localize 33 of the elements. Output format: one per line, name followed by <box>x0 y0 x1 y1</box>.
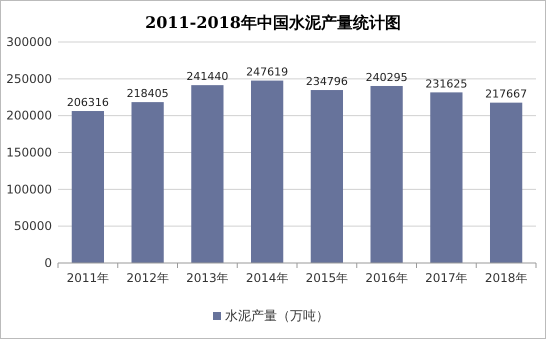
x-tick-label: 2012年 <box>126 271 169 285</box>
bar <box>430 92 463 263</box>
bar <box>490 102 522 263</box>
chart-title: 2011-2018年中国水泥产量统计图 <box>145 13 401 32</box>
data-label: 206316 <box>66 96 109 110</box>
y-tick-label: 300000 <box>6 35 52 49</box>
x-tick-label: 2016年 <box>365 271 408 285</box>
y-tick-label: 150000 <box>6 146 52 160</box>
data-label: 240295 <box>366 70 408 84</box>
y-tick-label: 100000 <box>6 182 52 196</box>
bar <box>131 102 164 263</box>
data-label: 241440 <box>186 70 228 84</box>
data-label: 217667 <box>485 88 528 101</box>
x-tick-label: 2017年 <box>425 271 468 285</box>
data-label: 247619 <box>246 66 288 79</box>
y-tick-label: 250000 <box>6 72 52 86</box>
y-tick-label: 0 <box>44 256 52 270</box>
data-label: 218405 <box>126 87 169 100</box>
x-tick-label: 2013年 <box>186 271 229 285</box>
bar <box>370 86 403 263</box>
x-tick-label: 2011年 <box>66 271 110 285</box>
bar <box>250 80 284 263</box>
data-label: 231625 <box>425 77 468 90</box>
y-tick-label: 50000 <box>14 219 52 234</box>
bar <box>72 111 104 263</box>
bar <box>191 85 224 263</box>
bar <box>310 90 344 263</box>
y-tick-label: 200000 <box>6 108 52 123</box>
x-tick-label: 2014年 <box>246 271 288 285</box>
data-label: 234796 <box>306 75 348 88</box>
x-tick-label: 2015年 <box>306 271 348 285</box>
legend-label: 水泥产量（万吨） <box>225 309 329 324</box>
x-tick-label: 2018年 <box>484 271 528 285</box>
